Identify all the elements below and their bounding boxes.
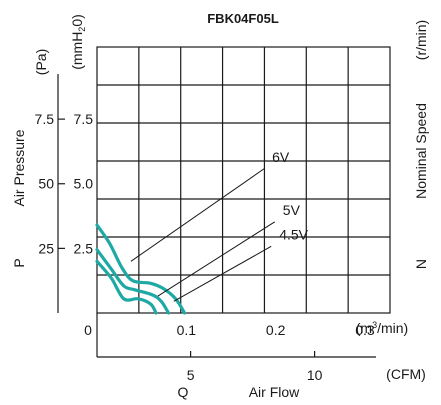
y-tick-label-pa: 50: [38, 176, 54, 192]
curve-4-5v: [95, 259, 158, 315]
x-tick-label-m3min: 0: [84, 322, 92, 338]
y-tick-label-mmh2o: 5.0: [74, 176, 94, 192]
y-tick-label-mmh2o: 2.5: [74, 240, 94, 256]
curve-label-5v: 5V: [283, 202, 301, 218]
x-unit-cfm: (CFM): [386, 366, 426, 382]
y-tick-label-pa: 25: [38, 240, 54, 256]
chart-title: FBK04F05L: [207, 11, 279, 26]
curve-label-6v: 6V: [272, 149, 290, 165]
right-unit-rpm: (r/min): [413, 20, 429, 60]
x-tick-label-m3min: 0.2: [266, 322, 286, 338]
x-tick-label-cfm: 10: [307, 367, 323, 383]
x-tick-label-m3min: 0.1: [177, 322, 197, 338]
x-tick-label-m3min: 0.3: [355, 322, 375, 338]
plot-frame: [96, 46, 391, 314]
curve-label-4-5v: 4.5V: [279, 226, 308, 242]
leader-line-4-5v: [173, 245, 272, 302]
x-unit-m3min: (m3/min): [356, 320, 408, 336]
y-tick-label-mmh2o: 7.5: [74, 111, 94, 127]
curve-6v: [95, 223, 187, 315]
chart-axes: [57, 74, 376, 358]
performance-curves: [95, 223, 187, 315]
leader-line-6v: [130, 168, 265, 262]
curve-5v: [95, 248, 171, 315]
tick-labels: 25 50 7.5 2.5 5.0 7.5 0 0.1 0.2 0.3 5 10: [35, 111, 375, 383]
y-tick-label-pa: 7.5: [35, 111, 55, 127]
y-unit-mmh2o: (mmH20): [69, 14, 87, 70]
right-axis-label: Nominal Speed: [413, 103, 429, 199]
y-axis-symbol: P: [11, 258, 27, 267]
y-axis-label: Air Pressure: [11, 129, 27, 206]
x-axis-label: Air Flow: [249, 384, 300, 400]
curve-annotations: 6V 5V 4.5V: [130, 149, 309, 302]
right-axis-symbol: N: [413, 259, 429, 269]
y-unit-pa: (Pa): [33, 49, 49, 75]
leader-line-5v: [157, 221, 276, 297]
x-axis-symbol: Q: [178, 384, 189, 400]
x-tick-label-cfm: 5: [187, 367, 195, 383]
plot-grid: [96, 46, 391, 314]
